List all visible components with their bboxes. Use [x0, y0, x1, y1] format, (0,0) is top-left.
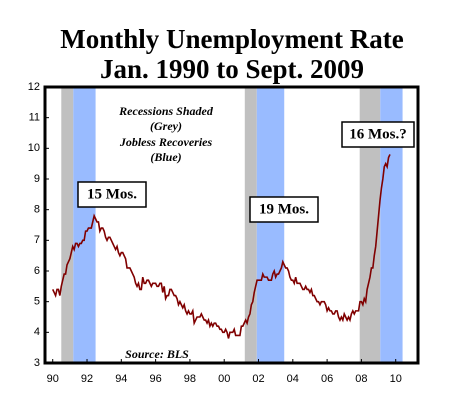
annotation: Jobless Recoveries	[119, 135, 213, 149]
callout-box	[341, 121, 415, 148]
y-tick-label: 9	[34, 173, 40, 185]
annotation: Recessions Shaded	[118, 104, 214, 118]
plot-area: 3 4 5 6 7 8 9 10 11 12 90 92 94 96 98 00 02 04 06 08 10	[28, 81, 420, 385]
x-tick-label: 92	[81, 373, 93, 385]
y-tick-label: 7	[34, 234, 40, 246]
data-line	[51, 154, 391, 339]
callout-box	[77, 181, 147, 208]
x-tick-label: 10	[390, 373, 402, 385]
y-tick-label: 8	[34, 204, 40, 216]
callout: 15 Mos.	[87, 186, 137, 202]
y-tick-label: 4	[34, 326, 40, 338]
x-tick-label: 98	[184, 373, 196, 385]
shaded-period	[73, 87, 96, 363]
x-tick-label: 08	[355, 373, 367, 385]
x-tick-label: 96	[149, 373, 161, 385]
x-tick-label: 06	[321, 373, 333, 385]
callout: 16 Mos.?	[349, 126, 407, 142]
x-tick-label: 90	[47, 373, 59, 385]
source: Source: BLS	[125, 347, 189, 361]
chart-title: Monthly Unemployment Rate	[60, 24, 403, 54]
plot-frame	[43, 85, 420, 365]
callout: 19 Mos.	[259, 201, 309, 217]
shaded-period	[359, 87, 381, 363]
shaded-period	[380, 87, 403, 363]
shaded-period	[256, 87, 285, 363]
shaded-period	[61, 87, 74, 363]
y-tick-label: 12	[28, 81, 40, 93]
y-tick-label: 11	[29, 112, 40, 124]
annotations: Recessions Shaded (Grey) Jobless Recover…	[77, 104, 415, 361]
y-tick-label: 10	[28, 142, 40, 154]
chart-title: Jan. 1990 to Sept. 2009	[100, 54, 364, 84]
annotation: (Blue)	[150, 150, 181, 164]
y-tick-label: 3	[34, 357, 40, 369]
x-tick-label: 00	[218, 373, 230, 385]
y-tick-label: 5	[34, 296, 40, 308]
y-tick-label: 6	[34, 265, 40, 277]
x-tick-label: 02	[252, 373, 264, 385]
callout-box	[249, 196, 319, 223]
x-tick-label: 04	[287, 373, 299, 385]
annotation: (Grey)	[150, 119, 182, 133]
x-tick-label: 94	[115, 373, 127, 385]
